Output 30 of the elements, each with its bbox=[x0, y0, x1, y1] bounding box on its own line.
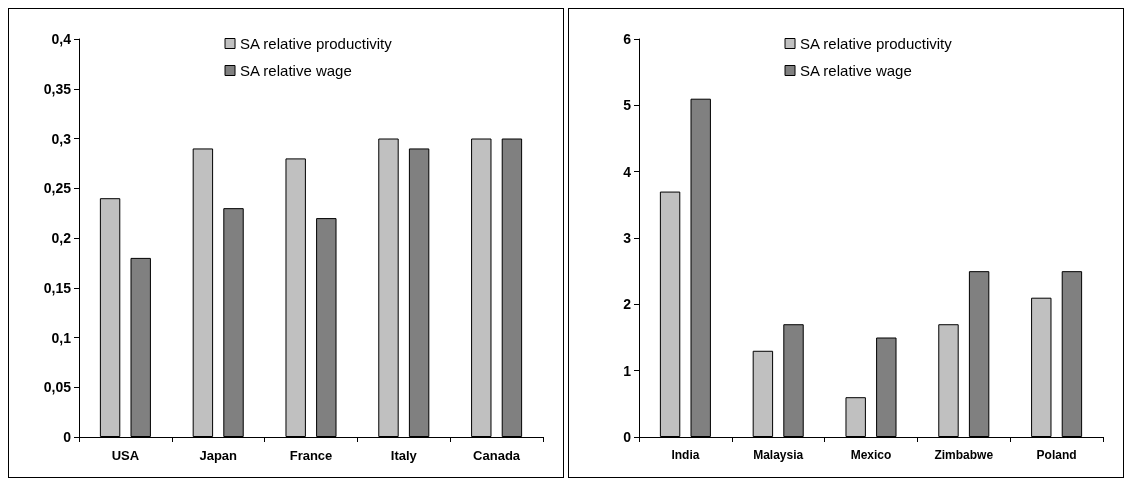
y-tick-label: 0,25 bbox=[43, 180, 72, 197]
y-tick-label: 0 bbox=[63, 429, 72, 445]
y-tick-label: 0 bbox=[623, 429, 632, 445]
y-tick-label: 0,4 bbox=[51, 31, 72, 47]
y-tick-label: 3 bbox=[623, 230, 632, 246]
legend-label: SA relative wage bbox=[240, 62, 352, 79]
y-tick-label: 0,3 bbox=[51, 130, 72, 147]
x-tick-label: France bbox=[289, 448, 333, 463]
x-tick-label: Malaysia bbox=[753, 448, 804, 462]
legend-label: SA relative productivity bbox=[800, 35, 953, 52]
legend-label: SA relative productivity bbox=[240, 35, 393, 52]
y-tick-label: 0,05 bbox=[43, 379, 72, 396]
y-tick-label: 2 bbox=[623, 296, 632, 313]
y-tick-label: 4 bbox=[623, 163, 632, 180]
x-tick-label: Zimbabwe bbox=[934, 448, 994, 462]
x-tick-label: Italy bbox=[390, 448, 418, 463]
x-tick-label: Mexico bbox=[850, 448, 892, 462]
x-tick-label: USA bbox=[111, 448, 140, 463]
y-tick-label: 1 bbox=[623, 362, 632, 379]
y-tick-label: 0,15 bbox=[43, 279, 72, 296]
x-tick-label: Japan bbox=[199, 448, 238, 463]
y-tick-label: 0,1 bbox=[51, 329, 72, 346]
y-tick-label: 0,2 bbox=[51, 230, 72, 246]
y-tick-label: 5 bbox=[623, 97, 632, 114]
x-tick-label: Poland bbox=[1036, 448, 1077, 462]
y-tick-label: 6 bbox=[623, 31, 632, 47]
y-tick-label: 0,35 bbox=[43, 80, 72, 97]
legend-label: SA relative wage bbox=[800, 62, 912, 79]
x-tick-label: Canada bbox=[473, 448, 521, 463]
x-tick-label: India bbox=[671, 448, 700, 462]
